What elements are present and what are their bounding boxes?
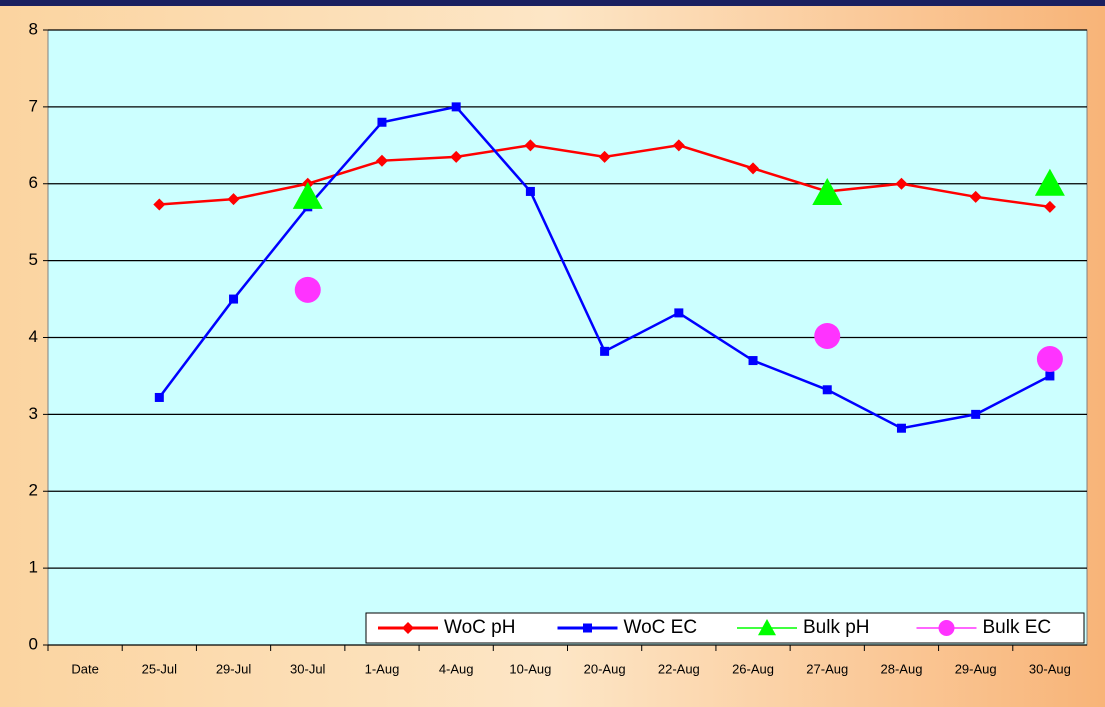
x-tick-label: 27-Aug <box>806 661 848 676</box>
x-tick-label: 1-Aug <box>365 661 400 676</box>
x-tick-label: Date <box>71 661 98 676</box>
y-tick-label: 6 <box>29 173 38 192</box>
y-tick-label: 4 <box>29 327 38 346</box>
marker <box>896 423 906 433</box>
marker <box>969 190 982 203</box>
x-tick-label: 30-Aug <box>1029 661 1071 676</box>
marker <box>748 356 758 366</box>
marker <box>1043 200 1056 213</box>
marker <box>525 186 535 196</box>
x-tick-label: 29-Jul <box>216 661 252 676</box>
marker <box>600 346 610 356</box>
marker <box>938 620 955 636</box>
marker <box>814 322 841 349</box>
top-bar <box>0 0 1105 6</box>
marker <box>375 154 388 167</box>
marker <box>292 181 323 209</box>
legend-label: WoC EC <box>624 617 698 638</box>
marker <box>747 162 760 175</box>
marker <box>598 150 611 163</box>
x-tick-label: 25-Jul <box>142 661 178 676</box>
marker <box>672 139 685 152</box>
y-tick-label: 5 <box>29 250 38 269</box>
x-tick-label: 26-Aug <box>732 661 774 676</box>
marker <box>674 308 684 318</box>
marker <box>524 139 537 152</box>
marker <box>895 177 908 190</box>
marker <box>1034 168 1065 196</box>
marker <box>758 619 776 636</box>
y-tick-label: 1 <box>29 558 38 577</box>
marker <box>154 392 164 402</box>
marker <box>451 102 461 112</box>
x-tick-label: 10-Aug <box>509 661 551 676</box>
x-tick-label: 22-Aug <box>658 661 700 676</box>
marker <box>971 409 981 419</box>
marker <box>402 622 414 634</box>
marker <box>227 193 240 206</box>
marker <box>1036 346 1063 373</box>
x-tick-label: 20-Aug <box>584 661 626 676</box>
x-tick-label: 30-Jul <box>290 661 326 676</box>
x-tick-label: 29-Aug <box>955 661 997 676</box>
x-tick-label: 28-Aug <box>881 661 923 676</box>
marker <box>229 294 239 304</box>
x-tick-label: 4-Aug <box>439 661 474 676</box>
marker <box>294 276 321 303</box>
y-tick-label: 0 <box>29 634 38 653</box>
legend-label: Bulk pH <box>803 617 870 638</box>
marker <box>822 385 832 395</box>
legend-label: Bulk EC <box>983 617 1052 638</box>
marker <box>153 198 166 211</box>
marker <box>377 117 387 127</box>
marker <box>583 623 592 633</box>
y-tick-label: 3 <box>29 404 38 423</box>
y-tick-label: 7 <box>29 96 38 115</box>
marker <box>450 150 463 163</box>
y-tick-label: 8 <box>29 19 38 38</box>
y-tick-label: 2 <box>29 481 38 500</box>
legend-label: WoC pH <box>444 617 515 638</box>
marker <box>1045 371 1055 381</box>
marker <box>812 177 843 205</box>
